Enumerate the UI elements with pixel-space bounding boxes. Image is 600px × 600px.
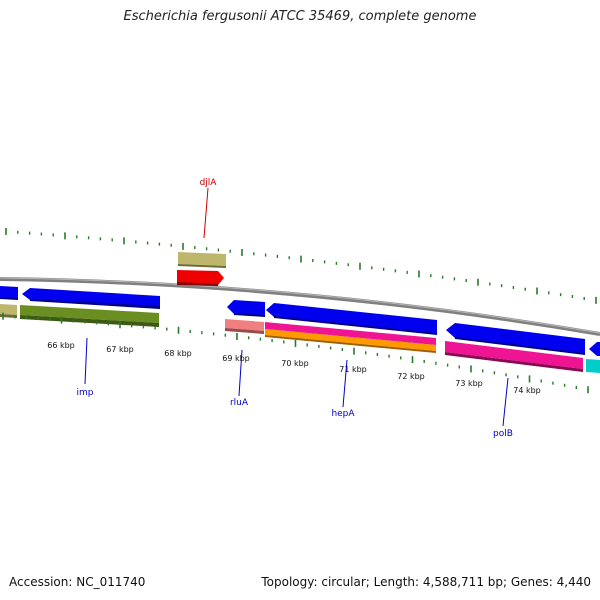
gene-label-djlA[interactable]: djlA <box>200 178 218 188</box>
gene-label-imp[interactable]: imp <box>77 388 94 398</box>
ruler-label: 72 kbp <box>397 372 425 381</box>
gene-left-khaki[interactable] <box>0 304 17 318</box>
djlA-leader <box>203 187 209 239</box>
rluA-leader <box>238 349 243 397</box>
ruler-label: 69 kbp <box>222 354 250 363</box>
genome-backbone <box>0 277 600 336</box>
outer-tick-row <box>5 227 597 304</box>
inner-tick-row <box>2 312 589 394</box>
gene-right-cyan[interactable] <box>586 359 600 373</box>
ruler-label: 70 kbp <box>281 359 309 368</box>
polB-leader <box>502 377 509 427</box>
cds-left-partial[interactable] <box>0 286 18 300</box>
gene-rluA[interactable] <box>225 319 264 334</box>
ruler-label: 71 kbp <box>339 365 367 374</box>
feature-djlA-cds[interactable] <box>177 270 224 286</box>
ruler-label: 67 kbp <box>106 345 134 354</box>
gene-hepA-pink[interactable] <box>265 322 436 345</box>
cds-imp[interactable] <box>22 288 160 309</box>
cds-rluA[interactable] <box>227 300 265 317</box>
imp-leader <box>84 337 88 385</box>
accession-text: Accession: NC_011740 <box>9 575 146 589</box>
ruler-label: 73 kbp <box>455 379 483 388</box>
ruler-labels: 66 kbp 67 kbp 68 kbp 69 kbp 70 kbp 71 kb… <box>47 341 541 395</box>
feature-djlA-gene[interactable] <box>178 252 226 268</box>
genome-title: Escherichia fergusonii ATCC 35469, compl… <box>123 9 477 24</box>
gene-imp[interactable] <box>20 305 159 327</box>
ruler-label: 74 kbp <box>513 386 541 395</box>
hepA-leader <box>342 359 348 408</box>
gene-label-hepA[interactable]: hepA <box>331 409 355 419</box>
ruler-label: 68 kbp <box>164 349 192 358</box>
cds-hepA[interactable] <box>266 303 437 335</box>
topology-text: Topology: circular; Length: 4,588,711 bp… <box>261 575 591 589</box>
gene-hepA-orange[interactable] <box>265 329 436 353</box>
gene-label-rluA[interactable]: rluA <box>230 398 249 408</box>
genome-backbone-highlight <box>0 277 600 334</box>
cds-polB[interactable] <box>446 323 585 355</box>
ruler-label: 66 kbp <box>47 341 75 350</box>
gene-label-polB[interactable]: polB <box>493 429 513 439</box>
gene-polB[interactable] <box>445 341 583 372</box>
cds-right-partial[interactable] <box>589 342 600 356</box>
